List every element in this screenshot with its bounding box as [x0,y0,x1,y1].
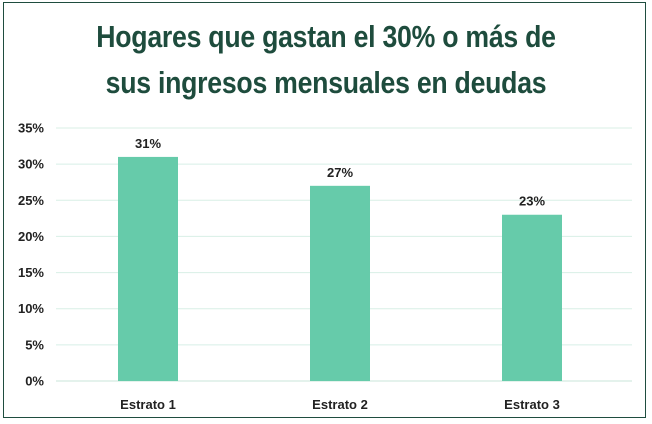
chart-title-line-1: Hogares que gastan el 30% o más de [96,19,556,54]
data-label: 31% [135,136,161,151]
chart-title-line-2: sus ingresos mensuales en deudas [105,65,547,100]
x-tick-label: Estrato 3 [504,397,560,412]
chart-title: Hogares que gastan el 30% o más de sus i… [46,14,607,106]
bar [118,156,178,381]
bar [502,214,562,381]
y-tick-label: 15% [18,265,44,280]
data-label: 27% [327,165,353,180]
bars [118,156,562,381]
y-tick-label: 25% [18,193,44,208]
y-tick-label: 30% [18,157,44,172]
bar [310,185,370,381]
y-axis: 0% 5% 10% 15% 20% 25% 30% 35% [18,121,44,389]
data-label: 23% [519,194,545,209]
y-tick-label: 5% [25,337,44,352]
y-tick-label: 10% [18,301,44,316]
y-tick-label: 35% [18,121,44,136]
x-tick-label: Estrato 2 [312,397,368,412]
y-tick-label: 0% [25,374,44,389]
x-tick-label: Estrato 1 [120,397,176,412]
y-tick-label: 20% [18,229,44,244]
data-labels: 31% 27% 23% [135,136,545,209]
x-axis: Estrato 1 Estrato 2 Estrato 3 [120,397,560,412]
